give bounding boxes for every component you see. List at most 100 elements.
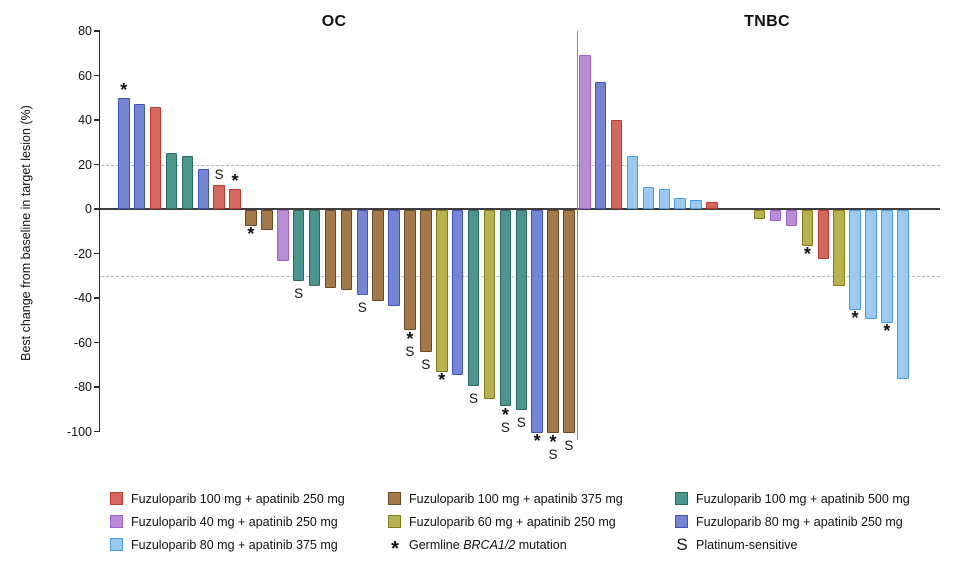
waterfall-bar-tnbc-10 — [753, 210, 766, 219]
waterfall-bar-tnbc-7 — [674, 197, 686, 209]
legend-label: Fuzuloparib 100 mg + apatinib 250 mg — [131, 491, 345, 506]
waterfall-bar-oc-24 — [483, 210, 496, 400]
brca-mutation-star: * — [406, 329, 414, 350]
y-tick-label: -100 — [66, 424, 92, 439]
legend-swatch — [388, 515, 401, 528]
y-axis-line — [99, 31, 101, 432]
y-tick-label: 80 — [78, 24, 92, 38]
waterfall-bar-tnbc-16 — [849, 210, 861, 311]
waterfall-bar-oc-11 — [277, 210, 289, 262]
waterfall-bar-tnbc-19 — [897, 210, 909, 380]
waterfall-bar-oc-16 — [356, 210, 368, 295]
brca-mutation-star: * — [247, 223, 255, 244]
platinum-sensitive-s: S — [548, 446, 558, 462]
waterfall-bar-oc-15 — [340, 210, 353, 291]
y-tick-label: -20 — [73, 246, 92, 261]
waterfall-bar-oc-14 — [324, 210, 337, 288]
platinum-sensitive-s: S — [294, 286, 304, 302]
platinum-sensitive-s: S — [564, 437, 574, 453]
platinum-sensitive-s: S — [357, 299, 367, 315]
waterfall-bar-oc-4 — [165, 153, 178, 209]
platinum-sensitive-s: S — [214, 166, 224, 182]
y-tick-label: 0 — [85, 202, 92, 216]
brca-mutation-star: * — [803, 243, 811, 264]
waterfall-bar-tnbc-17 — [865, 210, 877, 320]
platinum-sensitive-s: S — [405, 344, 415, 360]
legend-label: Germline BRCA1/2 mutation — [409, 537, 567, 552]
y-tick-mark — [93, 119, 100, 121]
waterfall-bar-tnbc-8 — [690, 200, 702, 209]
y-axis-label: Best change from baseline in target lesi… — [19, 105, 33, 361]
waterfall-bar-oc-27 — [531, 210, 543, 433]
waterfall-bar-oc-7 — [213, 184, 225, 209]
legend-label: Platinum-sensitive — [696, 537, 798, 552]
waterfall-bar-tnbc-9 — [706, 202, 718, 209]
y-tick-mark — [93, 208, 100, 210]
waterfall-bar-tnbc-3 — [610, 120, 623, 209]
waterfall-bar-oc-17 — [372, 210, 384, 302]
y-tick-mark — [93, 163, 100, 166]
y-tick-mark — [93, 297, 100, 299]
y-tick-label: -60 — [73, 335, 92, 350]
y-tick-mark — [93, 252, 100, 255]
platinum-sensitive-s: S — [516, 415, 526, 431]
waterfall-bar-tnbc-4 — [626, 155, 639, 209]
brca-mutation-star: * — [120, 79, 128, 100]
waterfall-bar-tnbc-15 — [833, 210, 845, 286]
waterfall-bar-tnbc-18 — [881, 210, 893, 324]
waterfall-bar-oc-25 — [499, 210, 512, 406]
y-tick-label: 60 — [78, 68, 92, 83]
waterfall-bar-tnbc-14 — [817, 210, 829, 259]
waterfall-bar-tnbc-5 — [642, 186, 655, 209]
platinum-sensitive-s: S — [469, 390, 479, 406]
legend-label: Fuzuloparib 100 mg + apatinib 375 mg — [409, 491, 623, 506]
legend: Fuzuloparib 100 mg + apatinib 250 mg Fuz… — [110, 487, 910, 560]
y-tick-label: 40 — [78, 113, 92, 127]
legend-swatch — [110, 538, 123, 551]
panel-title-oc: OC — [321, 13, 347, 30]
platinum-sensitive-icon: S — [676, 535, 688, 554]
legend-item: Fuzuloparib 100 mg + apatinib 250 mg — [110, 492, 388, 506]
brca-mutation-star: * — [501, 404, 509, 425]
legend-label: Fuzuloparib 80 mg + apatinib 375 mg — [131, 537, 338, 552]
zero-baseline — [100, 208, 940, 210]
waterfall-bar-oc-26 — [515, 210, 527, 411]
legend-item: Fuzuloparib 100 mg + apatinib 500 mg — [675, 492, 910, 506]
legend-swatch — [675, 492, 688, 505]
platinum-sensitive-s: S — [421, 357, 431, 373]
legend-item: Fuzuloparib 40 mg + apatinib 250 mg — [110, 515, 388, 529]
legend-label: Fuzuloparib 100 mg + apatinib 500 mg — [696, 491, 910, 506]
waterfall-bar-tnbc-6 — [658, 188, 670, 209]
brca-mutation-star: * — [549, 431, 557, 452]
waterfall-bar-oc-28 — [547, 210, 559, 433]
y-tick-mark — [93, 386, 100, 388]
waterfall-bar-oc-20 — [420, 210, 432, 353]
brca-mutation-star: * — [438, 370, 446, 391]
waterfall-bar-oc-23 — [467, 210, 480, 386]
waterfall-bar-oc-3 — [149, 106, 162, 209]
y-tick-mark — [93, 74, 100, 77]
waterfall-bar-oc-29 — [563, 210, 575, 433]
y-tick-mark — [93, 30, 100, 32]
waterfall-bar-oc-1 — [118, 97, 130, 209]
waterfall-bar-tnbc-1 — [579, 55, 591, 209]
waterfall-bar-oc-2 — [133, 104, 146, 209]
waterfall-bar-oc-8 — [229, 188, 241, 209]
waterfall-bar-oc-22 — [451, 210, 464, 375]
legend-item-platinum-s: S Platinum-sensitive — [675, 536, 905, 553]
reference-line — [101, 164, 940, 166]
brca-star-icon: * — [391, 537, 399, 560]
brca-mutation-star: * — [533, 430, 541, 451]
brca-mutation-star: * — [231, 170, 239, 191]
waterfall-bar-tnbc-13 — [801, 210, 814, 246]
y-tick-mark — [93, 430, 100, 433]
legend-label: Fuzuloparib 80 mg + apatinib 250 mg — [696, 514, 903, 529]
legend-label: Fuzuloparib 60 mg + apatinib 250 mg — [409, 514, 616, 529]
waterfall-bar-tnbc-11 — [769, 210, 782, 222]
legend-item: Fuzuloparib 80 mg + apatinib 375 mg — [110, 538, 388, 552]
legend-swatch — [388, 492, 401, 505]
y-tick-label: -40 — [73, 291, 92, 305]
legend-item: Fuzuloparib 80 mg + apatinib 250 mg — [675, 515, 905, 529]
waterfall-bar-oc-18 — [388, 210, 400, 306]
waterfall-bar-oc-5 — [181, 155, 194, 209]
